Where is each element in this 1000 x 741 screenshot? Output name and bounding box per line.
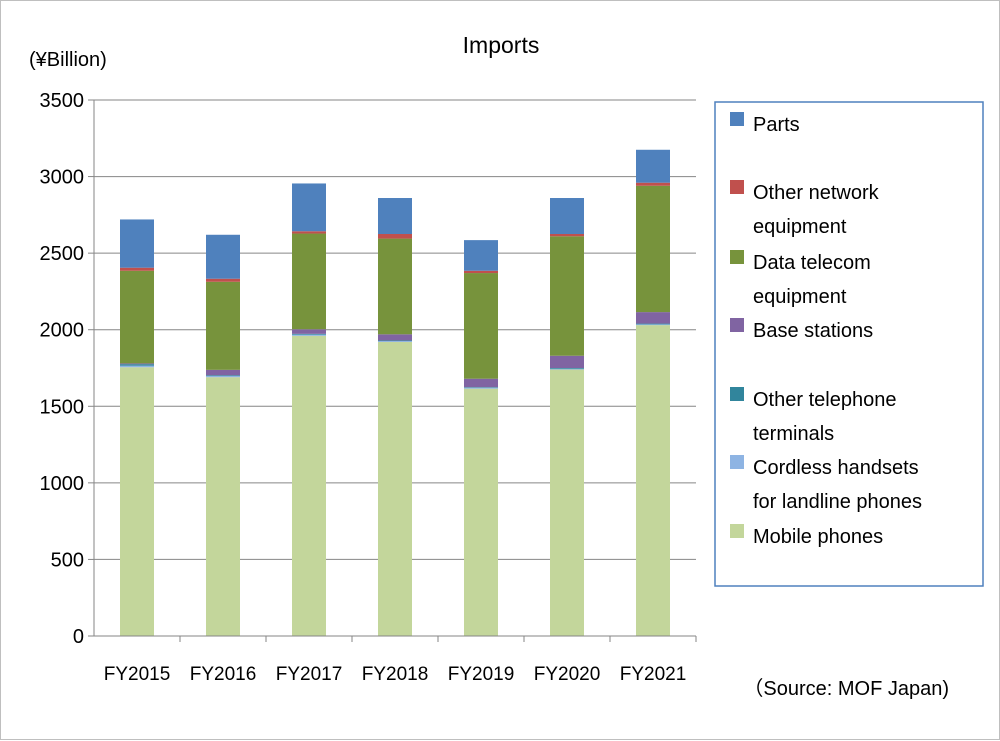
bar-segment bbox=[120, 364, 154, 366]
y-tick-label: 2000 bbox=[40, 320, 85, 342]
y-tick-label: 3000 bbox=[40, 167, 85, 189]
legend-swatch bbox=[730, 250, 744, 264]
bar-segment bbox=[550, 368, 584, 369]
bar-segment bbox=[206, 369, 240, 376]
bar-segment bbox=[378, 238, 412, 335]
bar-segment bbox=[292, 231, 326, 234]
x-tick-label: FY2018 bbox=[362, 664, 429, 685]
y-tick-label: 1000 bbox=[40, 473, 85, 495]
bar-segment bbox=[464, 270, 498, 274]
bar-segment bbox=[464, 240, 498, 271]
y-tick-label: 0 bbox=[73, 626, 84, 648]
bar-segment bbox=[120, 365, 154, 368]
bar-segment bbox=[636, 325, 670, 636]
axes: 0 500 1000 1500 2000 2500 3000 3500 FY2015 FY2016… bbox=[40, 90, 697, 685]
chart-title: Imports bbox=[463, 32, 540, 58]
legend-label: Cordless handsets for landline phones bbox=[753, 457, 922, 513]
bar-segment bbox=[464, 387, 498, 388]
x-tick-label: FY2019 bbox=[448, 664, 515, 685]
bar-segment bbox=[378, 334, 412, 341]
bar-segment bbox=[378, 340, 412, 342]
bar-segment bbox=[464, 273, 498, 379]
legend-swatch bbox=[730, 387, 744, 401]
y-tick-label: 3500 bbox=[40, 90, 85, 112]
x-tick-label: FY2021 bbox=[620, 664, 687, 685]
x-tick-label: FY2015 bbox=[104, 664, 171, 685]
legend-label: Other telephone terminals bbox=[753, 389, 896, 445]
bar-segment bbox=[464, 378, 498, 388]
bar-segment bbox=[292, 233, 326, 330]
bar-segment bbox=[550, 355, 584, 368]
legend-swatch bbox=[730, 318, 744, 332]
legend-label: Base stations bbox=[753, 320, 873, 342]
legend-swatch bbox=[730, 180, 744, 194]
legend-swatch bbox=[730, 112, 744, 126]
bar-segment bbox=[292, 329, 326, 334]
bar-segment bbox=[636, 149, 670, 183]
x-tick-label: FY2020 bbox=[534, 664, 601, 685]
legend-label: Parts bbox=[753, 114, 800, 136]
bar-segment bbox=[550, 369, 584, 636]
bar-segment bbox=[206, 377, 240, 636]
y-tick-label: 500 bbox=[51, 549, 84, 571]
legend-swatch bbox=[730, 524, 744, 538]
bar-segment bbox=[206, 375, 240, 378]
bar-segment bbox=[206, 234, 240, 279]
legend-label: Other network equipment bbox=[753, 182, 880, 238]
x-tick-label: FY2016 bbox=[190, 664, 257, 685]
bar-segment bbox=[464, 388, 498, 636]
bar-segment bbox=[378, 198, 412, 234]
bar-segment bbox=[292, 183, 326, 232]
bar-segment bbox=[206, 281, 240, 370]
bar-segment bbox=[464, 387, 498, 389]
bar-segment bbox=[378, 341, 412, 636]
bar-segment bbox=[550, 236, 584, 356]
bar-segment bbox=[550, 234, 584, 237]
bar-segment bbox=[636, 323, 670, 325]
y-axis-unit-label: (¥Billion) bbox=[29, 49, 107, 71]
bar-segment bbox=[636, 185, 670, 313]
bar-segment bbox=[292, 335, 326, 636]
legend-label: Mobile phones bbox=[753, 526, 883, 548]
bar-segment bbox=[120, 270, 154, 364]
bar-segment bbox=[636, 324, 670, 326]
y-tick-label: 1500 bbox=[40, 396, 85, 418]
bar-segment bbox=[636, 182, 670, 186]
bar-segment bbox=[550, 198, 584, 234]
bar-segment bbox=[378, 341, 412, 342]
bar-segment bbox=[292, 333, 326, 335]
source-note: （Source: MOF Japan) bbox=[743, 677, 949, 700]
bar-segment bbox=[550, 368, 584, 370]
bar-segment bbox=[120, 267, 154, 271]
bar-segment bbox=[120, 363, 154, 365]
legend-box bbox=[714, 101, 984, 587]
bar-segment bbox=[378, 234, 412, 239]
legend-label: Data telecom equipment bbox=[753, 252, 871, 308]
legend-swatch bbox=[730, 455, 744, 469]
bar-segment bbox=[206, 375, 240, 376]
bar-segment bbox=[206, 278, 240, 282]
x-tick-label: FY2017 bbox=[276, 664, 343, 685]
bar-segment bbox=[120, 219, 154, 268]
y-tick-label: 2500 bbox=[40, 243, 85, 265]
bar-segment bbox=[636, 312, 670, 324]
legend: Parts Other network equipment Data telecom e… bbox=[714, 101, 984, 587]
bar-segment bbox=[292, 334, 326, 336]
bar-segment bbox=[120, 367, 154, 636]
bars bbox=[120, 149, 670, 636]
